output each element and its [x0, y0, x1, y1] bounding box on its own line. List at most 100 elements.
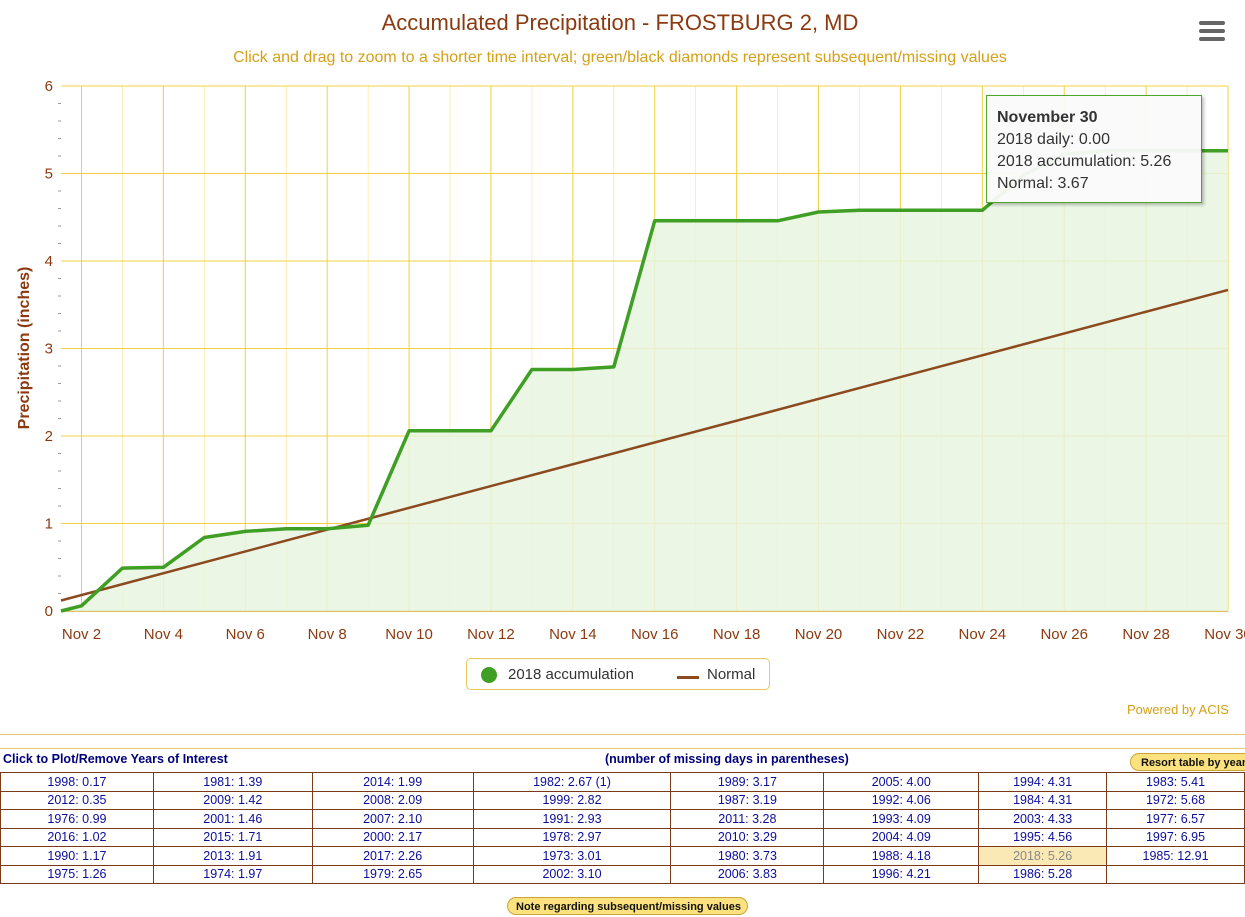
year-cell[interactable]: 2015: 1.71 [152, 827, 313, 847]
accumulation-area [61, 150, 1228, 612]
year-cell[interactable]: 1977: 6.57 [1106, 809, 1245, 829]
y-tick-label: 0 [45, 603, 53, 620]
legend-normal-marker [677, 676, 699, 679]
x-axis-ticks: Nov 2 Nov 4 Nov 6 Nov 8 Nov 10 Nov 12 Nov 14 No… [62, 626, 1245, 643]
year-cell[interactable]: 1974: 1.97 [152, 864, 313, 884]
x-tick-label: Nov 6 [226, 626, 265, 643]
x-tick-label: Nov 8 [308, 626, 347, 643]
year-cell[interactable]: 1978: 2.97 [472, 827, 672, 847]
year-cell[interactable]: 2006: 3.83 [670, 864, 825, 884]
year-cell[interactable]: 1990: 1.17 [0, 846, 154, 866]
year-cell[interactable]: 2004: 4.09 [823, 827, 980, 847]
year-cell[interactable]: 1993: 4.09 [823, 809, 980, 829]
year-cell[interactable]: 1998: 0.17 [0, 772, 154, 792]
resort-table-button[interactable]: Resort table by year [1130, 753, 1245, 771]
table-row: 1998: 0.17 1981: 1.39 2014: 1.99 1982: 2.67… [0, 772, 1245, 792]
year-cell[interactable]: 1988: 4.18 [823, 846, 980, 866]
plot-years-heading[interactable]: Click to Plot/Remove Years of Interest [3, 752, 228, 766]
table-row: 2012: 0.35 2009: 1.42 2008: 2.09 1999: 2.82… [0, 790, 1245, 810]
year-cell[interactable]: 2005: 4.00 [823, 772, 980, 792]
table-row: 1976: 0.99 2001: 1.46 2007: 2.10 1991: 2.93… [0, 809, 1245, 829]
x-tick-label: Nov 30 [1204, 626, 1245, 643]
chart-legend: 2018 accumulation Normal [466, 658, 770, 690]
chart-area[interactable]: Accumulated Precipitation - FROSTBURG 2,… [0, 0, 1245, 700]
y-tick-label: 5 [45, 166, 53, 183]
year-cell[interactable]: 2014: 1.99 [311, 772, 474, 792]
y-tick-label: 2 [45, 428, 53, 445]
year-cell [1106, 864, 1245, 884]
y-axis-ticks: 0 1 2 3 4 5 6 [45, 78, 53, 620]
year-cell[interactable]: 1972: 5.68 [1106, 790, 1245, 810]
legend-accumulation-marker [481, 667, 497, 683]
year-cell[interactable]: 1980: 3.73 [670, 846, 825, 866]
missing-values-note-button[interactable]: Note regarding subsequent/missing values [507, 897, 748, 915]
tooltip-normal: Normal: 3.67 [997, 175, 1089, 192]
legend-item-accumulation[interactable]: 2018 accumulation [508, 666, 634, 683]
year-cell[interactable]: 1984: 4.31 [978, 790, 1108, 810]
x-tick-label: Nov 22 [877, 626, 925, 643]
x-tick-label: Nov 26 [1040, 626, 1088, 643]
year-cell[interactable]: 2010: 3.29 [670, 827, 825, 847]
year-cell[interactable]: 1975: 1.26 [0, 864, 154, 884]
year-cell[interactable]: 2003: 4.33 [978, 809, 1108, 829]
year-cell[interactable]: 1986: 5.28 [978, 864, 1108, 884]
tooltip-title: November 30 [997, 109, 1098, 126]
year-cell[interactable]: 1997: 6.95 [1106, 827, 1245, 847]
x-tick-label: Nov 18 [713, 626, 761, 643]
year-cell[interactable]: 1991: 2.93 [472, 809, 672, 829]
year-cell[interactable]: 1995: 4.56 [978, 827, 1108, 847]
chart-tooltip: November 30 2018 daily: 0.00 2018 accumu… [986, 95, 1202, 203]
year-cell[interactable]: 1992: 4.06 [823, 790, 980, 810]
minor-ticks [58, 103, 61, 594]
chart-menu-button[interactable] [1196, 18, 1228, 44]
x-tick-label: Nov 10 [385, 626, 433, 643]
hamburger-menu-icon-bar [1199, 37, 1225, 41]
x-tick-label: Nov 14 [549, 626, 597, 643]
year-cell[interactable]: 1999: 2.82 [472, 790, 672, 810]
normal-series-line[interactable] [60, 288, 1229, 602]
legend-item-normal[interactable]: Normal [707, 666, 756, 683]
y-tick-label: 1 [45, 516, 53, 533]
year-cell[interactable]: 1987: 3.19 [670, 790, 825, 810]
year-cell[interactable]: 2011: 3.28 [670, 809, 825, 829]
missing-days-note: (number of missing days in parentheses) [605, 752, 849, 766]
year-cell[interactable]: 1994: 4.31 [978, 772, 1108, 792]
x-tick-label: Nov 20 [795, 626, 843, 643]
year-cell[interactable]: 1996: 4.21 [823, 864, 980, 884]
year-cell[interactable]: 2016: 1.02 [0, 827, 154, 847]
table-header: Click to Plot/Remove Years of Interest (… [0, 748, 1245, 772]
x-tick-label: Nov 28 [1122, 626, 1170, 643]
year-cell[interactable]: 2013: 1.91 [152, 846, 313, 866]
year-cell[interactable]: 1989: 3.17 [670, 772, 825, 792]
tooltip-accumulation: 2018 accumulation: 5.26 [997, 153, 1172, 170]
powered-by-link[interactable]: Powered by ACIS [1127, 702, 1229, 717]
hamburger-menu-icon [1199, 21, 1225, 25]
year-cell[interactable]: 2001: 1.46 [152, 809, 313, 829]
year-cell[interactable]: 1983: 5.41 [1106, 772, 1245, 792]
x-tick-label: Nov 2 [62, 626, 101, 643]
year-cell[interactable]: 2008: 2.09 [311, 790, 474, 810]
hamburger-menu-icon-bar [1199, 29, 1225, 33]
divider [0, 748, 1245, 749]
year-cell[interactable]: 2009: 1.42 [152, 790, 313, 810]
year-cell[interactable]: 2000: 2.17 [311, 827, 474, 847]
y-axis-label: Precipitation (inches) [16, 267, 33, 430]
year-cell[interactable]: 1981: 1.39 [152, 772, 313, 792]
year-cell[interactable]: 1985: 12.91 [1106, 846, 1245, 866]
table-row: 1990: 1.17 2013: 1.91 2017: 2.26 1973: 3.01… [0, 846, 1245, 866]
year-cell[interactable]: 1976: 0.99 [0, 809, 154, 829]
y-tick-label: 6 [45, 78, 53, 95]
year-cell[interactable]: 2018: 5.26 [978, 846, 1108, 866]
chart-subtitle: Click and drag to zoom to a shorter time… [233, 49, 1007, 66]
year-cell[interactable]: 2012: 0.35 [0, 790, 154, 810]
year-cell[interactable]: 1973: 3.01 [472, 846, 672, 866]
year-cell[interactable]: 1979: 2.65 [311, 864, 474, 884]
year-cell[interactable]: 2002: 3.10 [472, 864, 672, 884]
year-cell[interactable]: 2007: 2.10 [311, 809, 474, 829]
x-tick-label: Nov 4 [144, 626, 183, 643]
year-cell[interactable]: 1982: 2.67 (1) [472, 772, 672, 792]
chart-title: Accumulated Precipitation - FROSTBURG 2,… [382, 10, 859, 35]
year-cell[interactable]: 2017: 2.26 [311, 846, 474, 866]
y-tick-label: 4 [45, 253, 53, 270]
y-tick-label: 3 [45, 341, 53, 358]
